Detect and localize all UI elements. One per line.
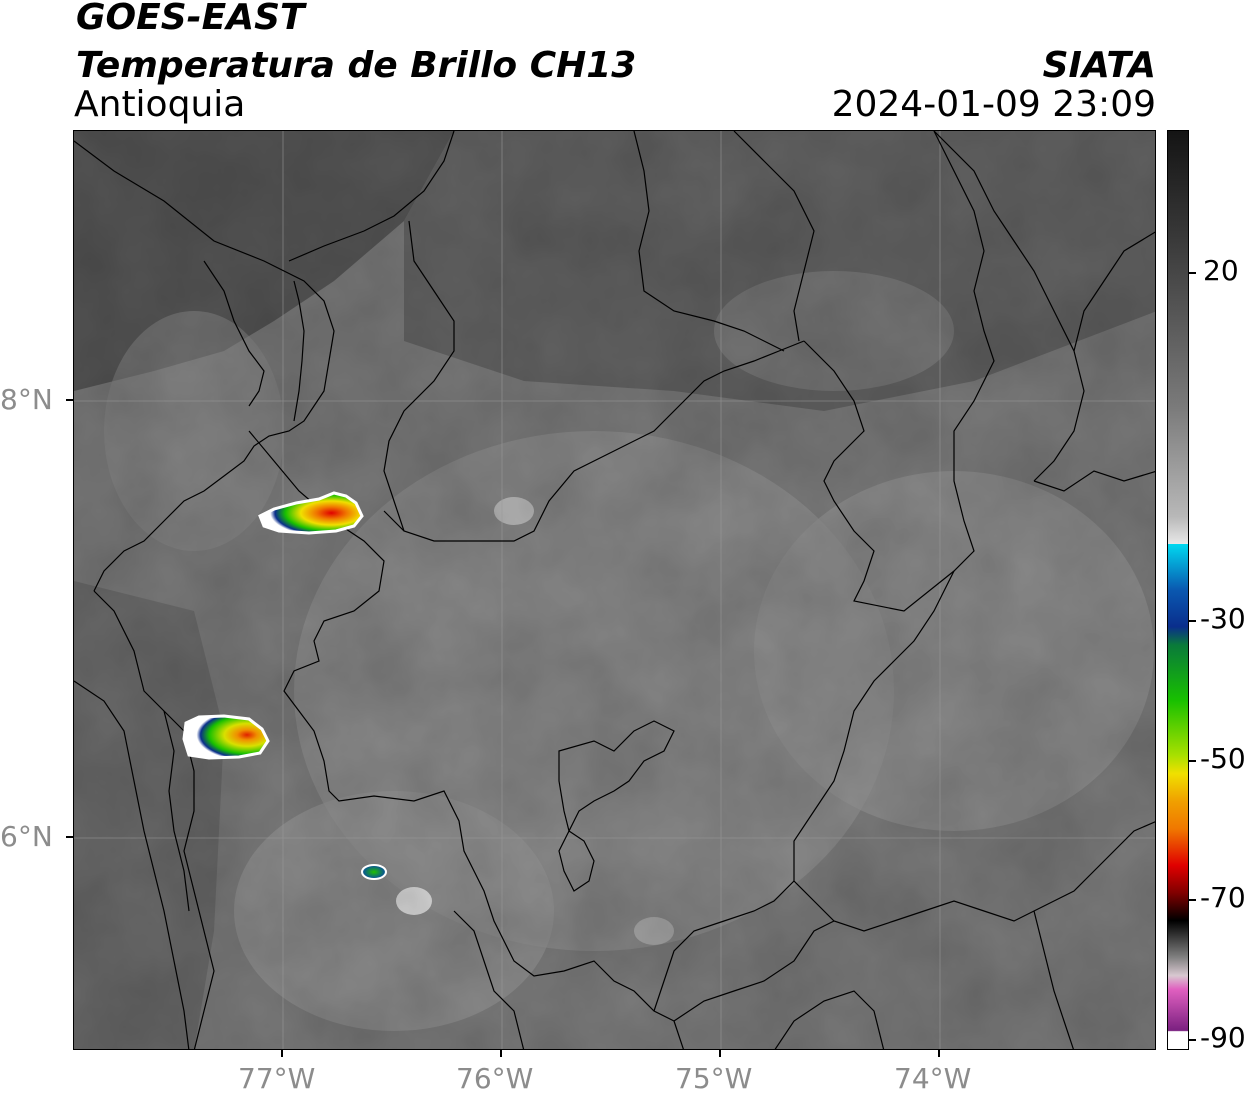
colorbar-tick-minus70: -70 (1200, 881, 1246, 914)
lat-tick-mark (66, 836, 73, 838)
lon-tick-76w: 76°W (456, 1062, 534, 1095)
convective-cell-west (182, 714, 270, 760)
lon-tick-mark (719, 1050, 721, 1057)
colorbar-tick-minus30: -30 (1200, 602, 1246, 635)
lon-tick-75w: 75°W (675, 1062, 753, 1095)
colorbar-tick-minus90: -90 (1200, 1021, 1246, 1054)
convective-cell-small (361, 864, 387, 880)
organization-label: SIATA (1042, 45, 1156, 86)
lon-tick-74w: 74°W (894, 1062, 972, 1095)
datetime-label: 2024-01-09 23:09 (831, 84, 1156, 125)
colorbar-tick-20: 20 (1203, 254, 1239, 287)
temperature-colorbar (1167, 130, 1189, 1050)
graticule (74, 131, 1155, 1049)
colorbar-tick-minus50: -50 (1200, 742, 1246, 775)
product-title: GOES-EAST (76, 0, 305, 38)
product-subtitle: Temperatura de Brillo CH13 (76, 45, 637, 86)
boundaries (74, 131, 1155, 1049)
map-canvas (74, 131, 1155, 1049)
region-label: Antioquia (74, 84, 246, 125)
lon-tick-77w: 77°W (238, 1062, 316, 1095)
satellite-map (73, 130, 1156, 1050)
convective-cell-north (258, 491, 364, 535)
lat-tick-mark (66, 399, 73, 401)
lon-tick-mark (500, 1050, 502, 1057)
lon-tick-mark (938, 1050, 940, 1057)
lon-tick-mark (281, 1050, 283, 1057)
lat-tick-8n: 8°N (0, 383, 53, 416)
lat-tick-6n: 6°N (0, 820, 53, 853)
